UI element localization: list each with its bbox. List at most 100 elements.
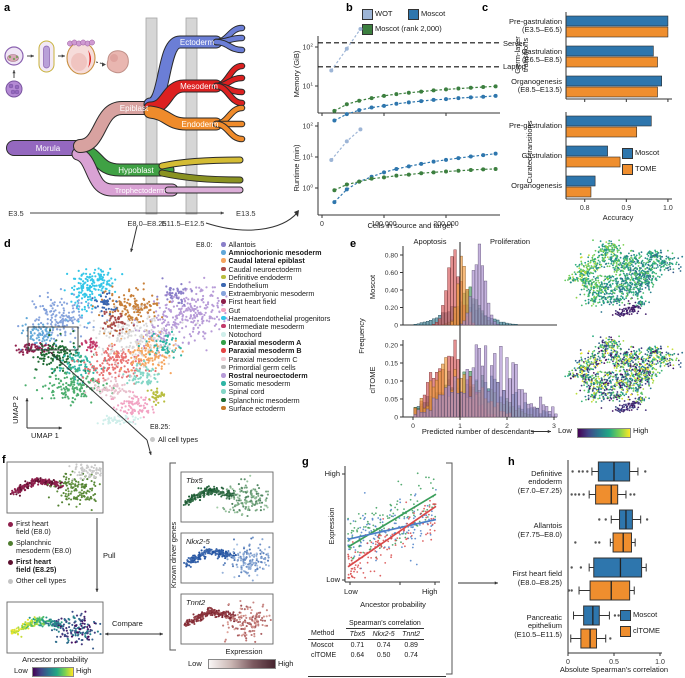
g-ylabel: Expression xyxy=(326,507,336,545)
compare-label: Compare xyxy=(112,619,143,628)
svg-text:0.10: 0.10 xyxy=(385,378,398,385)
cell-type-dot xyxy=(221,323,226,329)
wot-legend-label: WOT xyxy=(375,9,393,18)
pull-label: Pull xyxy=(103,551,116,560)
cell-type-legend-item: Caudal neuroectoderm xyxy=(221,264,345,274)
cell-type-legend-item: Endothelium xyxy=(221,282,345,289)
spearman-cell: 0.64 xyxy=(350,651,365,659)
panel-label-h: h xyxy=(508,456,515,468)
cell-type-legend-item: Paraxial mesoderm A xyxy=(221,339,345,346)
laptop-line-label: Laptop xyxy=(503,62,526,71)
cell-type-label: Amniochorionic mesoderm xyxy=(228,248,322,258)
panel-e-descendants: e Apoptosis Proliferation Moscot clTOME … xyxy=(345,236,685,450)
svg-text:200,000: 200,000 xyxy=(433,221,458,228)
spearman-col-header: Tnnt2 xyxy=(398,628,424,640)
svg-text:0.15: 0.15 xyxy=(385,360,398,367)
cell-type-legend-item: Spinal cord xyxy=(221,388,345,395)
boxplot-category-label: First heart field (E8.0–E8.25) xyxy=(512,569,562,587)
svg-text:Epiblast: Epiblast xyxy=(120,104,149,113)
expression-scatter-svg xyxy=(342,466,440,585)
panel-label-a: a xyxy=(4,2,11,14)
f-legend-item: Other cell types xyxy=(8,577,98,585)
c-tome-label: TOME xyxy=(635,164,657,173)
e825-legend-title: E8.25: xyxy=(150,424,171,431)
boxplot-category-label: Definitive endoderm (E7.0–E7.25) xyxy=(517,468,562,495)
moscot-legend-swatch xyxy=(408,9,419,20)
f-cbar-high: High xyxy=(76,666,92,675)
apoptosis-label: Apoptosis xyxy=(413,237,447,246)
panel-label-e: e xyxy=(350,238,357,250)
cell-type-legend-item: Splanchnic mesoderm xyxy=(221,396,345,404)
svg-text:2: 2 xyxy=(505,423,509,430)
cell-type-label: Allantois xyxy=(228,240,256,249)
umap-scatter-svg xyxy=(14,267,230,430)
cell-type-legend-item: Primordial germ cells xyxy=(221,364,345,371)
cell-type-legend-item: Amniochorionic mesoderm xyxy=(221,249,345,256)
spearman-table: Spearman's correlation Method Tbx5 Nkx2-5 Tn… xyxy=(308,618,424,660)
g-xlabel: Ancestor probability xyxy=(360,600,426,609)
svg-text:1: 1 xyxy=(458,423,462,430)
panel-f-ancestors: f First heart field (E8.0) Splanchnic mesod… xyxy=(0,450,300,678)
svg-text:Ectoderm: Ectoderm xyxy=(180,38,215,47)
bar-category-label: Gastrulation (E6.5–E8.5) xyxy=(521,46,562,65)
cell-type-legend-item: Haematoendothelial progenitors xyxy=(221,315,345,322)
panel-d-umap: d UMAP 2 UMAP 1 E8.0: Allantois Amniochor… xyxy=(0,236,345,450)
panel-label-f: f xyxy=(2,454,6,466)
cell-type-dot xyxy=(221,266,226,272)
cell-type-dot xyxy=(221,291,226,296)
svg-text:0: 0 xyxy=(394,322,398,329)
cell-type-dot xyxy=(221,389,226,394)
cell-type-label: Endothelium xyxy=(228,280,269,290)
cell-type-dot xyxy=(221,405,226,411)
expression-label: Expression xyxy=(225,647,263,656)
cell-type-dot xyxy=(221,307,226,312)
cell-type-legend-item: Surface ectoderm xyxy=(221,405,345,412)
tnnt2-label: Tnnt2 xyxy=(186,598,206,607)
svg-text:1.0: 1.0 xyxy=(663,205,673,212)
descendants-axis-label: Predicted number of descendants xyxy=(421,427,535,436)
cell-type-legend-item: Allantois xyxy=(221,241,345,248)
cell-type-label: First heart field xyxy=(228,297,277,307)
svg-text:Morula: Morula xyxy=(36,144,61,153)
cell-type-legend-item: Definitive endoderm xyxy=(221,274,345,281)
cell-type-label: Paraxial mesoderm A xyxy=(228,338,302,348)
benchmark-plots-svg: 102 101 0 100,000 200,000 102 101 100 xyxy=(303,26,500,228)
table-bottom-rule xyxy=(308,676,446,677)
spearman-cell: Moscot xyxy=(311,641,334,649)
f-legend-label: First heart field (E8.0) xyxy=(16,519,51,536)
panel-label-g: g xyxy=(302,456,309,468)
cell-type-legend-item: Paraxial mesoderm B xyxy=(221,347,345,355)
f-cell-legend: First heart field (E8.0) Splanchnic mesoder… xyxy=(8,520,98,588)
f-legend-dot xyxy=(8,578,13,584)
spearman-col-header: Tbx5 xyxy=(346,628,369,640)
g-xtick-low: Low xyxy=(344,587,358,596)
svg-text:E3.5: E3.5 xyxy=(8,209,23,218)
h-xlabel: Absolute Spearman's correlation xyxy=(559,665,669,674)
f-legend-item: First heart field (E8.25) xyxy=(8,558,98,574)
cell-type-dot xyxy=(221,315,226,321)
svg-text:102: 102 xyxy=(303,122,314,131)
cell-type-dot xyxy=(221,348,226,353)
cell-type-label: Caudal neuroectoderm xyxy=(228,264,302,274)
cell-type-label: Somatic mesoderm xyxy=(228,379,291,389)
bar-category-label: Organogenesis xyxy=(511,180,562,190)
svg-text:101: 101 xyxy=(303,153,314,162)
cell-type-dot xyxy=(221,332,226,337)
h-moscot-swatch xyxy=(620,610,631,621)
e-colorbar xyxy=(577,428,631,438)
lineage-tree-svg: Morula Epiblast Hypoblast Trophectoderm Ecto… xyxy=(4,17,256,228)
cell-type-label: Primordial germ cells xyxy=(228,362,296,372)
cell-type-dot xyxy=(221,250,226,255)
cell-type-dot xyxy=(221,381,226,386)
accuracy-bars-svg: 0.8 0.9 1.0 xyxy=(565,12,673,212)
boxplot-category-label: Allantois (E7.75–E8.0) xyxy=(517,521,562,539)
wot-legend-swatch xyxy=(362,9,373,20)
panel-g-correlation: g High Low Expression Low High Ancestor … xyxy=(300,450,460,678)
cell-type-legend-item: Somatic mesoderm xyxy=(221,380,345,387)
proliferation-label: Proliferation xyxy=(489,237,531,246)
descendants-hist-svg: 0 0.20 0.40 0.60 0.80 0 0.05 0.10 0.15 0.20 0 1 2 3 xyxy=(385,239,684,434)
f-legend-item: Splanchnic mesoderm (E8.0) xyxy=(8,539,98,555)
g-ytick-low: Low xyxy=(326,575,340,584)
spearman-cell: 0.89 xyxy=(404,641,418,649)
cell-type-label: Caudal lateral epiblast xyxy=(228,256,305,266)
